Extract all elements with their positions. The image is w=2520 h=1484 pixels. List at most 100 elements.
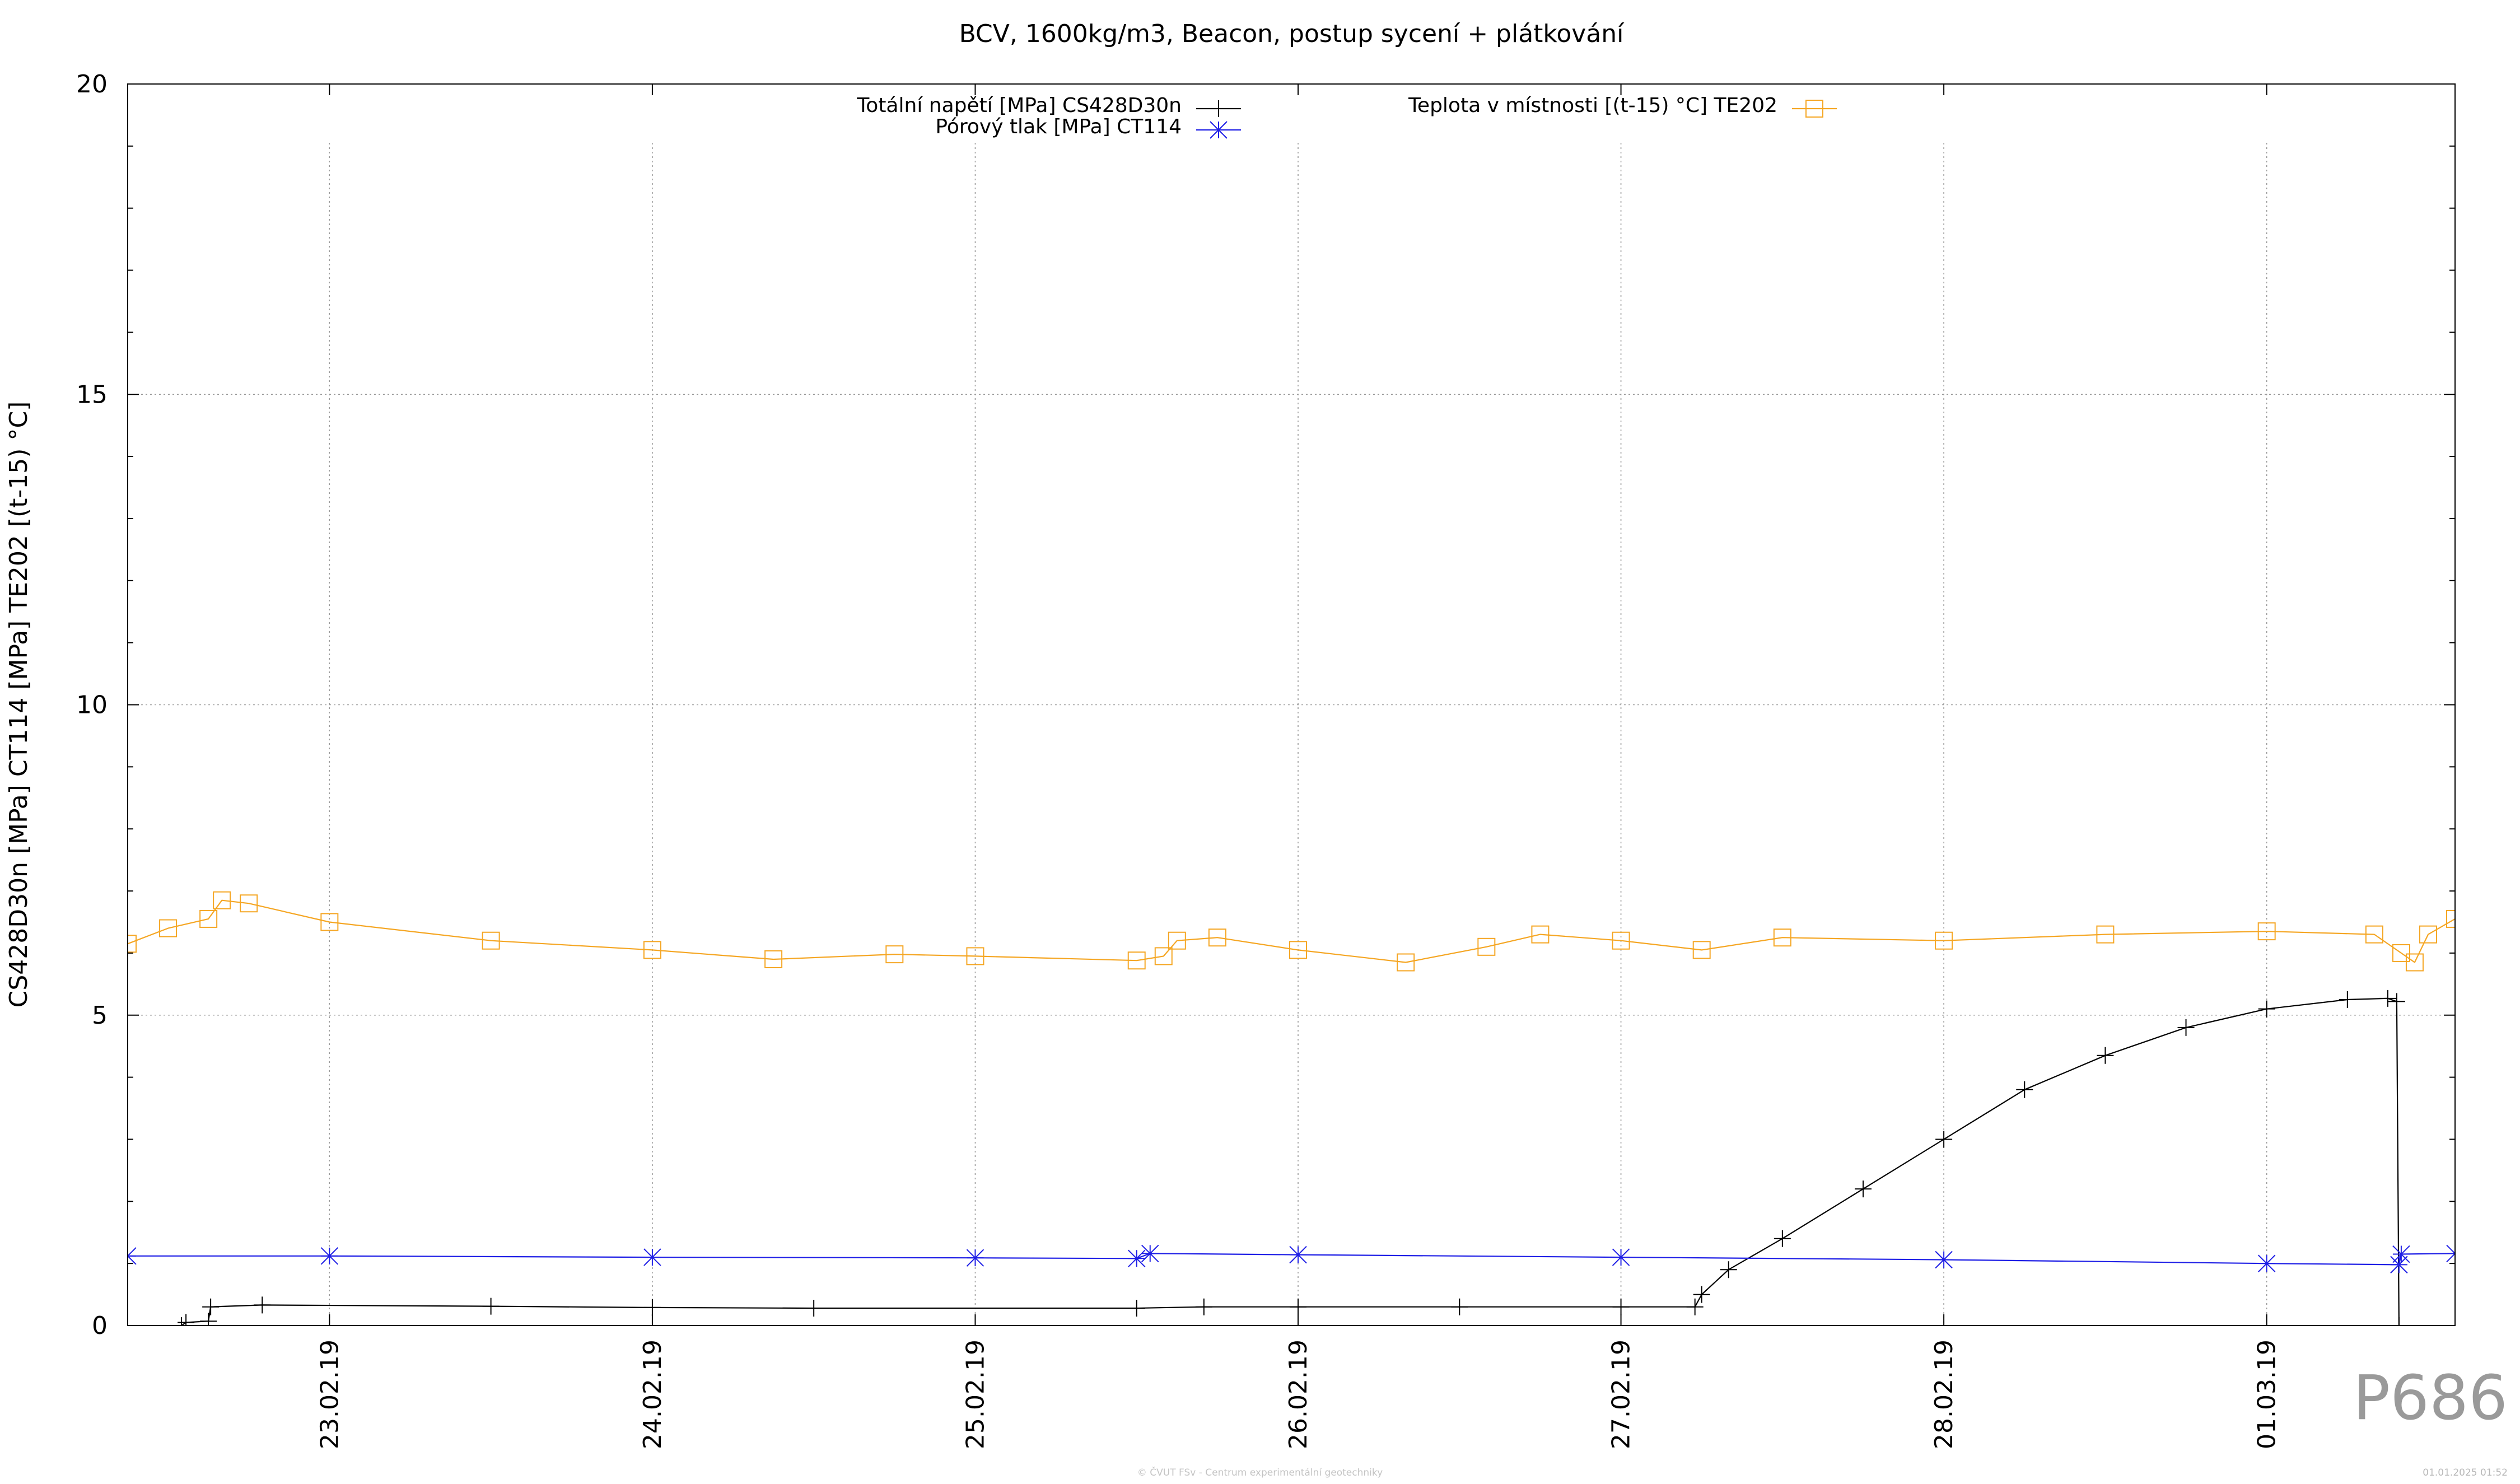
- data-point-marker: [1154, 947, 1173, 965]
- data-point-marker: [128, 935, 137, 953]
- data-point-marker: [1290, 1298, 1307, 1315]
- data-point-marker: [200, 1313, 217, 1326]
- data-point-marker: [1128, 1249, 1146, 1267]
- x-tick-label: 01.03.19: [2253, 1340, 2281, 1449]
- legend-marker: [1210, 121, 1228, 139]
- data-point-marker: [2339, 991, 2356, 1009]
- data-point-marker: [320, 1247, 339, 1265]
- data-point-marker: [2392, 1245, 2410, 1263]
- data-point-marker: [966, 947, 984, 965]
- y-tick-label: 10: [76, 691, 108, 720]
- data-point-marker: [1289, 1245, 1307, 1264]
- data-point-marker: [966, 1249, 984, 1267]
- legend-label: Totální napětí [MPa] CS428D30n: [856, 94, 1182, 117]
- data-point-marker: [1141, 1244, 1159, 1263]
- y-axis-label: CS428D30n [MPa] CT114 [MPa] TE202 [(t-15…: [4, 402, 33, 1008]
- data-point-marker: [805, 1299, 823, 1317]
- series-layer: [128, 891, 2455, 1326]
- data-point-marker: [1289, 941, 1308, 959]
- data-point-marker: [320, 913, 339, 931]
- data-point-marker: [1693, 1286, 1710, 1303]
- data-point-marker: [159, 919, 178, 937]
- data-point-marker: [2405, 953, 2424, 972]
- y-tick-label: 5: [92, 1001, 108, 1030]
- data-point-marker: [1935, 931, 1953, 950]
- data-point-marker: [2419, 925, 2437, 944]
- data-point-marker: [2390, 1256, 2408, 1274]
- series-1: [173, 990, 2407, 1326]
- data-point-marker: [2096, 925, 2115, 944]
- data-point-marker: [1531, 925, 1550, 944]
- data-point-marker: [2392, 944, 2410, 962]
- data-point-marker: [2365, 925, 2383, 944]
- data-point-marker: [1168, 931, 1186, 950]
- data-point-marker: [1612, 1248, 1630, 1266]
- data-point-marker: [2258, 1000, 2275, 1018]
- data-point-marker: [1774, 1230, 1791, 1247]
- data-point-marker: [1451, 1298, 1468, 1315]
- series-line: [128, 899, 2455, 963]
- data-point-marker: [1935, 1250, 1953, 1269]
- data-point-marker: [1692, 941, 1711, 959]
- x-tick-label: 23.02.19: [315, 1340, 344, 1449]
- y-tick-label: 20: [76, 70, 108, 99]
- x-tick-label: 24.02.19: [638, 1340, 667, 1449]
- data-point-marker: [199, 909, 218, 928]
- grid-lines: [128, 143, 2455, 1326]
- data-point-marker: [1686, 1298, 1704, 1315]
- data-point-marker: [213, 891, 231, 909]
- data-point-marker: [1208, 928, 1226, 947]
- data-point-marker: [1477, 937, 1496, 956]
- x-tick-label: 27.02.19: [1607, 1340, 1636, 1449]
- data-point-marker: [1720, 1261, 1737, 1278]
- legend-label: Pórový tlak [MPa] CT114: [935, 115, 1182, 138]
- data-point-marker: [1612, 931, 1630, 950]
- data-point-marker: [2379, 990, 2396, 1007]
- series-2: [128, 1244, 2455, 1274]
- data-point-marker: [482, 931, 500, 950]
- data-point-marker: [254, 1296, 271, 1314]
- data-point-marker: [2177, 1019, 2195, 1036]
- chart-title: BCV, 1600kg/m3, Beacon, postup sycení + …: [959, 20, 1625, 48]
- data-point-marker: [1195, 1298, 1212, 1315]
- data-point-marker: [2097, 1047, 2114, 1064]
- data-point-marker: [1773, 928, 1791, 947]
- data-point-marker: [2446, 909, 2455, 928]
- x-tick-label: 25.02.19: [961, 1340, 990, 1449]
- plot-frame: [127, 83, 2456, 1326]
- data-point-marker: [643, 941, 661, 959]
- data-point-marker: [1612, 1298, 1630, 1315]
- data-point-marker: [643, 1248, 661, 1266]
- legend-marker: [1210, 100, 1227, 117]
- watermark: P686: [2353, 1362, 2508, 1434]
- data-point-marker: [1397, 953, 1415, 972]
- axes: 0 5 10 15 20 23.02.19 24.02.19 25.02.19 26.02.19…: [76, 70, 2455, 1449]
- y-tick-label: 15: [76, 380, 108, 409]
- data-point-marker: [2257, 1254, 2276, 1272]
- footer-credit: © ČVUT FSv - Centrum experimentální geot…: [1137, 1467, 1383, 1478]
- data-point-marker: [643, 1299, 661, 1316]
- footer-timestamp: 01.01.2025 01:52: [2423, 1467, 2508, 1478]
- data-point-marker: [2016, 1081, 2033, 1098]
- data-point-marker: [202, 1298, 220, 1315]
- data-point-marker: [764, 950, 783, 968]
- data-point-marker: [178, 1314, 195, 1326]
- x-tick-label: 26.02.19: [1284, 1340, 1313, 1449]
- y-tick-label: 0: [92, 1312, 108, 1340]
- series-3: [128, 891, 2455, 972]
- series-line: [181, 997, 2400, 1326]
- data-point-marker: [240, 894, 258, 913]
- legend-marker: [1805, 100, 1823, 118]
- legend-label: Teplota v místnosti [(t-15) °C] TE202: [1408, 94, 1777, 117]
- data-point-marker: [173, 1317, 190, 1326]
- x-tick-label: 28.02.19: [1930, 1340, 1958, 1449]
- data-point-marker: [482, 1298, 500, 1315]
- data-point-marker: [1854, 1180, 1872, 1198]
- data-point-marker: [2388, 993, 2405, 1010]
- data-point-marker: [2390, 1317, 2407, 1326]
- data-point-marker: [1128, 1299, 1145, 1317]
- data-point-marker: [885, 945, 904, 964]
- data-point-marker: [1935, 1131, 1953, 1148]
